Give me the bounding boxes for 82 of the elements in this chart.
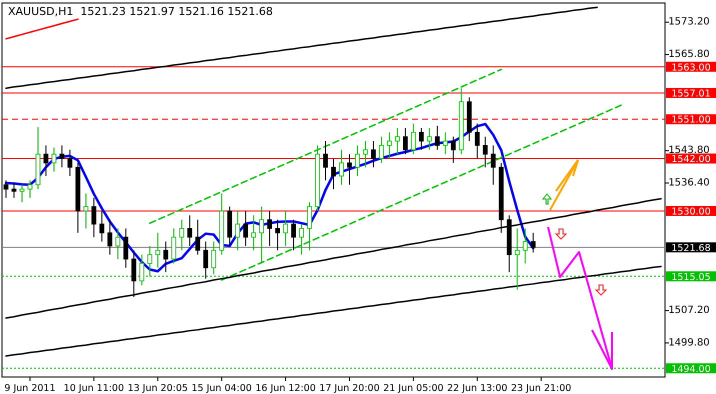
ref-line-label: 1542.00 xyxy=(671,154,711,166)
candlestick xyxy=(83,192,88,229)
line-series xyxy=(5,6,598,89)
candlestick xyxy=(418,127,424,150)
ref-line-label: 1557.01 xyxy=(671,88,711,100)
candlestick xyxy=(203,241,208,280)
candlestick xyxy=(307,202,312,251)
x-tick-label: 16 Jun 12:00 xyxy=(255,383,316,394)
y-tick-label: 1565.80 xyxy=(668,49,710,60)
candlestick xyxy=(395,127,400,155)
candlestick xyxy=(107,219,112,256)
candlestick xyxy=(323,140,328,181)
y-tick-label: 1499.80 xyxy=(668,337,710,348)
candlestick xyxy=(52,147,56,172)
candlestick xyxy=(402,127,408,155)
candlestick xyxy=(347,154,352,186)
line-series xyxy=(5,266,662,357)
candlestick xyxy=(259,206,264,264)
candlestick xyxy=(235,210,240,251)
candlestick xyxy=(283,210,288,246)
candlestick xyxy=(434,125,440,150)
line-series xyxy=(5,18,79,40)
candlestick xyxy=(12,182,16,198)
candlestick xyxy=(163,241,168,273)
candlestick xyxy=(530,232,536,253)
candlestick xyxy=(442,132,448,155)
candlestick xyxy=(251,214,256,251)
ref-line-label: 1563.00 xyxy=(671,62,711,74)
candlestick xyxy=(131,250,136,298)
candlestick xyxy=(299,224,304,256)
x-tick-label: 23 Jun 21:00 xyxy=(511,383,572,394)
candlestick xyxy=(426,127,432,150)
y-tick-label: 1507.20 xyxy=(668,305,710,316)
y-tick-label: 1536.40 xyxy=(668,178,710,189)
candlestick xyxy=(155,232,160,268)
candlestick xyxy=(379,136,384,164)
x-tick-label: 15 Jun 04:00 xyxy=(191,383,252,394)
candlestick xyxy=(171,228,176,264)
y-tick-label: 1573.20 xyxy=(668,16,710,28)
y-tick-label: 1543.80 xyxy=(668,145,710,156)
candlestick xyxy=(68,149,72,177)
candlestick xyxy=(179,219,184,251)
candlestick xyxy=(243,210,248,246)
candlestick xyxy=(339,149,344,186)
candlestick xyxy=(291,219,296,251)
candlestick xyxy=(123,228,128,268)
candlestick xyxy=(363,140,368,168)
candlestick xyxy=(490,144,496,186)
candlestick xyxy=(187,214,192,246)
candlestick xyxy=(522,228,528,264)
candlestick xyxy=(410,123,416,155)
ref-line-label: 1494.00 xyxy=(671,364,711,375)
ref-line-label: 1515.05 xyxy=(671,272,711,283)
candlestick xyxy=(355,144,360,177)
candlestick xyxy=(275,219,280,251)
candlestick xyxy=(450,136,456,164)
candlestick xyxy=(115,228,120,260)
candlestick xyxy=(99,210,104,242)
line-series xyxy=(149,68,502,224)
x-tick-label: 17 Jun 20:00 xyxy=(319,383,380,394)
candlestick xyxy=(387,132,392,160)
candlestick xyxy=(60,144,64,168)
candlestick xyxy=(20,184,24,203)
candlestick xyxy=(211,241,216,275)
x-tick-label: 13 Jun 20:05 xyxy=(128,383,188,394)
ref-line-label: 1521.68 xyxy=(671,242,711,254)
candlestick xyxy=(267,210,272,246)
x-tick-label: 9 Jun 2011 xyxy=(4,383,56,394)
candlestick xyxy=(195,219,200,256)
x-tick-label: 10 Jun 11:00 xyxy=(64,383,124,394)
ref-line-label: 1530.00 xyxy=(671,206,711,218)
chart-title: XAUUSD,H1 1521.23 1521.97 1521.16 1521.68 xyxy=(8,5,273,18)
candlestick xyxy=(482,136,488,168)
candlestick xyxy=(371,140,376,168)
ref-line-label: 1551.00 xyxy=(671,114,711,126)
candlestick xyxy=(44,144,48,177)
x-tick-label: 21 Jun 05:00 xyxy=(383,383,444,394)
candlestick xyxy=(331,158,336,190)
candlestick xyxy=(28,180,32,198)
candlestick xyxy=(91,197,96,238)
x-tick-label: 22 Jun 13:00 xyxy=(447,383,508,394)
candlestick xyxy=(474,123,480,160)
